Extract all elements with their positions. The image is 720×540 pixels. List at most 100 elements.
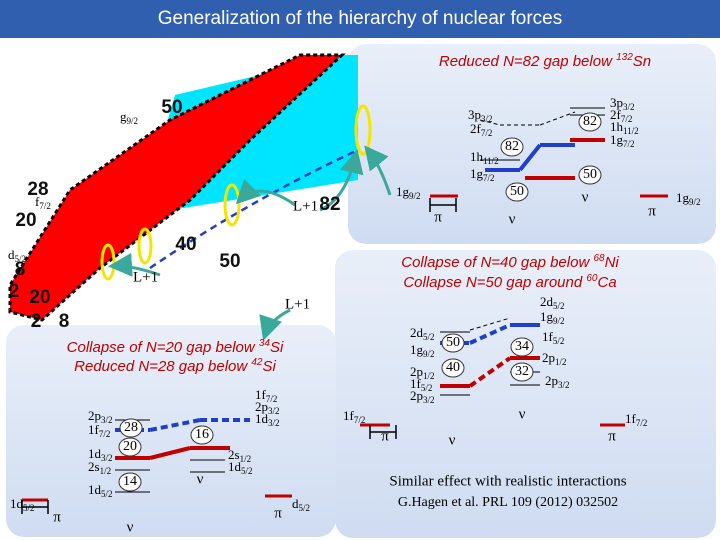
- level-label: 1g9/2: [410, 342, 435, 359]
- magic-number: 20: [15, 210, 36, 231]
- level-label-main: 2d: [410, 325, 424, 340]
- level-label-sub: 1/2: [100, 466, 112, 476]
- l-plus-label: L+1: [285, 296, 310, 312]
- symbol: ν: [449, 432, 456, 448]
- reference: G.Hagen et al. PRL 109 (2012) 032502: [398, 495, 618, 510]
- level-label: 1d5/2: [10, 496, 35, 513]
- level-line: [469, 323, 511, 345]
- gap-circle: [578, 112, 602, 132]
- level-label-sub: 1/2: [240, 454, 252, 464]
- nuclear-chart: [8, 53, 392, 341]
- level-label-sub: 5/2: [241, 466, 253, 476]
- gap-circle: [190, 425, 214, 445]
- orbit-label: f7/2: [35, 194, 51, 211]
- level-label-sub: 7/2: [99, 429, 111, 439]
- level-line: [539, 111, 576, 126]
- level-label-sub: 3/2: [481, 114, 493, 124]
- symbol: π: [274, 505, 282, 521]
- gap-number: 82: [583, 114, 597, 129]
- level-label: 1d5/2: [88, 482, 113, 499]
- symbol: ν: [509, 211, 516, 227]
- arrow: [235, 178, 296, 207]
- level-line: [149, 418, 201, 432]
- gap-number: 32: [515, 364, 529, 379]
- level-label-sub: 5/2: [553, 336, 565, 346]
- level-label: 2d5/2: [410, 325, 435, 342]
- level-label: 2f7/2: [470, 121, 492, 138]
- bracket: [429, 198, 457, 212]
- caption-text: Reduced N=28 gap below: [74, 358, 251, 375]
- level-label-main: 2f: [610, 107, 622, 122]
- level-label-sub: 11/2: [483, 156, 499, 166]
- level-label: 1f7/2: [255, 387, 277, 404]
- level-label-main: 2p: [255, 399, 268, 414]
- gap-number: 50: [510, 184, 524, 199]
- gap-number: 50: [446, 335, 460, 350]
- caption-text: Si: [263, 358, 277, 375]
- level-line: [518, 143, 542, 172]
- level-label-main: 1d: [88, 482, 102, 497]
- symbol: ν: [582, 189, 589, 205]
- level-label-main: 1f: [255, 387, 267, 402]
- highlight: [223, 183, 241, 227]
- level-label: 2s1/2: [228, 447, 251, 464]
- caption-sup: 68: [593, 253, 605, 264]
- arrow: [319, 149, 364, 212]
- caption: Collapse of N=20 gap below 34Si: [67, 338, 284, 356]
- orbit-label-main: g: [120, 109, 127, 124]
- level-label: 1f5/2: [410, 376, 432, 393]
- bracket: [369, 425, 397, 439]
- arrow: [364, 145, 392, 196]
- arrow: [108, 252, 161, 277]
- gap-number: 50: [583, 167, 597, 182]
- level-label-main: 1h: [610, 119, 624, 134]
- gap-circle: [578, 165, 602, 185]
- bracket: [21, 500, 49, 514]
- level-label-sub: 3/2: [101, 453, 113, 463]
- panel-bg: [335, 250, 716, 538]
- highlight: [137, 227, 153, 265]
- level-label: 2s1/2: [88, 459, 111, 476]
- level-label-sub: 3/2: [101, 415, 113, 425]
- gap-number: 28: [124, 420, 138, 435]
- level-label: 1g7/2: [470, 166, 495, 183]
- level-label: 2p1/2: [542, 350, 567, 367]
- magic-number: 82: [319, 194, 340, 215]
- level-line: [479, 119, 501, 126]
- footer-note: Similar effect with realistic interactio…: [389, 473, 626, 489]
- symbol: ν: [519, 406, 526, 422]
- level-label-main: 1d: [10, 496, 24, 511]
- caption-sup: 42: [251, 357, 263, 368]
- symbol: π: [381, 428, 389, 444]
- caption-text: Collapse of N=40 gap below: [401, 254, 593, 271]
- level-line: [468, 356, 512, 388]
- magic-number: 50: [219, 251, 240, 272]
- title: Generalization of the hierarchy of nucle…: [158, 8, 563, 29]
- level-label-main: 1g: [540, 309, 554, 324]
- level-label-sub: 5/2: [299, 503, 311, 513]
- gap-circle: [118, 437, 142, 457]
- level-label: 1g9/2: [396, 184, 421, 201]
- level-label: 1g7/2: [610, 132, 635, 149]
- level-label-main: 1g: [470, 166, 484, 181]
- level-label: 2f7/2: [610, 107, 632, 124]
- level-label: 1d5/2: [228, 459, 253, 476]
- level-label: 1h11/2: [610, 119, 639, 136]
- gap-number: 20: [123, 439, 137, 454]
- level-label-sub: 5/2: [423, 332, 435, 342]
- level-label: 1d3/2: [88, 446, 113, 463]
- level-label-sub: 9/2: [689, 197, 701, 207]
- level-label-sub: 7/2: [621, 114, 633, 124]
- level-label-main: 1g: [396, 184, 410, 199]
- level-label-main: 1d: [228, 459, 242, 474]
- caption: Reduced N=28 gap below 42Si: [74, 357, 276, 375]
- magic-number: 2: [31, 311, 42, 332]
- level-label-sub: 7/2: [483, 173, 495, 183]
- caption-text: Collapse N=50 gap around: [403, 274, 586, 291]
- caption-text: Reduced N=82 gap below: [439, 53, 616, 70]
- gap-number: 82: [505, 139, 519, 154]
- level-label-sub: 1/2: [555, 357, 567, 367]
- magic-number: 28: [27, 179, 48, 200]
- level-label-main: 1f: [625, 411, 637, 426]
- level-label-sub: 7/2: [354, 415, 366, 425]
